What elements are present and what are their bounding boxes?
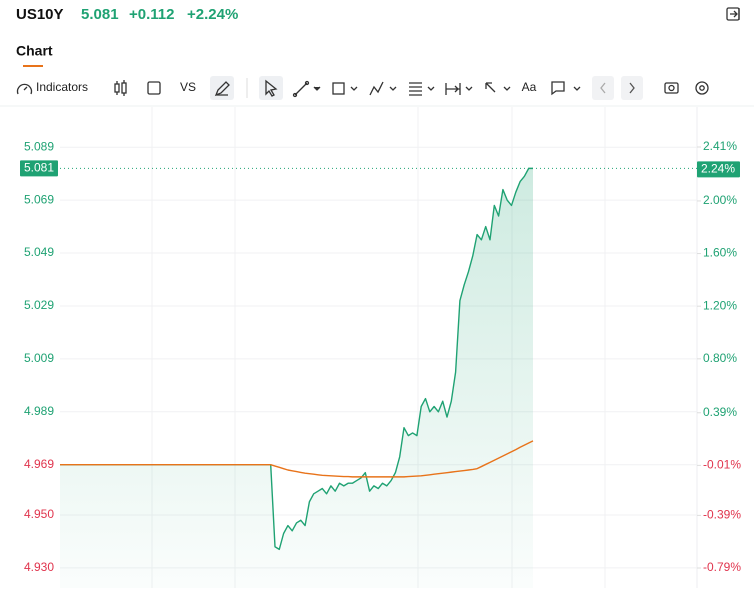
settings-button[interactable]	[695, 81, 709, 95]
prev-button[interactable]	[592, 76, 614, 100]
price: 5.081	[81, 6, 119, 23]
trendline-button[interactable]	[292, 80, 321, 98]
y2-tick-label: 2.41%	[703, 139, 737, 153]
y2-tick-label: -0.79%	[703, 560, 741, 574]
y-tick-label: 5.069	[24, 192, 54, 206]
y2-tick-label: 1.20%	[703, 298, 737, 312]
y2-tick-label: 2.00%	[703, 193, 737, 207]
price-tag	[20, 160, 58, 177]
indicators-button[interactable]: Indicators	[16, 80, 89, 95]
change: +0.112	[129, 6, 174, 23]
compare-button[interactable]: VS	[180, 80, 196, 94]
y-tick-label: 4.930	[24, 560, 54, 574]
note-button[interactable]	[551, 81, 581, 96]
collapse-button[interactable]	[726, 7, 740, 21]
y-tick-label: 5.089	[24, 139, 54, 153]
area	[60, 168, 533, 588]
rect-tool-button[interactable]	[332, 82, 358, 95]
next-icon	[629, 82, 635, 94]
fib-button[interactable]	[409, 82, 435, 96]
tab-chart[interactable]: Chart	[16, 43, 53, 59]
cursor-button[interactable]	[259, 76, 283, 100]
y-tick-label: 5.029	[24, 298, 54, 312]
text-tool-button[interactable]: Aa	[522, 80, 537, 94]
arrow-tool-button[interactable]	[485, 82, 511, 93]
snapshot-button[interactable]	[664, 82, 679, 94]
symbol: US10Y	[16, 6, 64, 23]
price-tag-label: 5.081	[24, 161, 54, 175]
pencil-icon	[214, 81, 230, 97]
y2-tick-label: 1.60%	[703, 246, 737, 260]
y-tick-label: 4.969	[24, 457, 54, 471]
y-tick-label: 5.049	[24, 245, 54, 259]
indicators-label: Indicators	[36, 80, 88, 94]
y-tick-label: 5.009	[24, 351, 54, 365]
next-button[interactable]	[621, 76, 643, 100]
prev-icon	[600, 82, 606, 94]
change-percent: +2.24%	[187, 6, 238, 23]
candle-type-button[interactable]	[114, 80, 127, 96]
pattern-button[interactable]	[369, 81, 397, 96]
price-tag	[697, 161, 740, 178]
draw-toggle[interactable]	[210, 76, 234, 100]
y2-tick-label: -0.39%	[703, 508, 741, 522]
y-tick-label: 4.950	[24, 507, 54, 521]
y-tick-label: 4.989	[24, 404, 54, 418]
measure-button[interactable]	[445, 83, 473, 95]
y2-tick-label: 0.80%	[703, 351, 737, 365]
y2-tick-label: 0.39%	[703, 405, 737, 419]
line	[60, 440, 534, 478]
cursor-icon	[265, 79, 278, 97]
price-tag-label: 2.24%	[701, 162, 735, 176]
shape-button[interactable]	[147, 81, 161, 95]
y2-tick-label: -0.01%	[703, 458, 741, 472]
